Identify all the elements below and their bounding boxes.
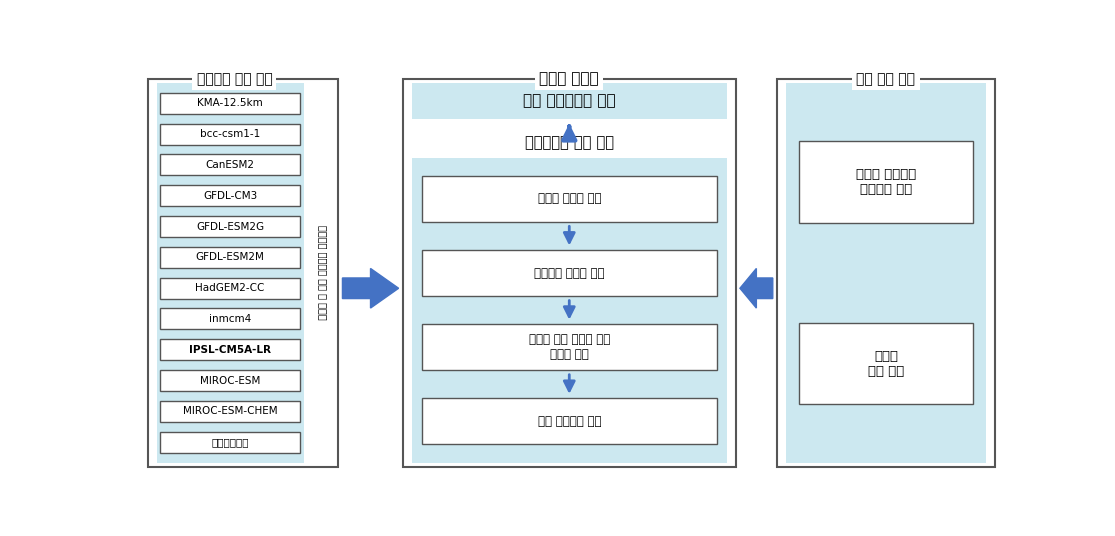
FancyBboxPatch shape [421, 176, 717, 222]
Text: GFDL-CM3: GFDL-CM3 [203, 191, 258, 200]
Polygon shape [740, 269, 773, 308]
Text: CanESM2: CanESM2 [205, 160, 254, 170]
Text: 대표유역을 통한 평가: 대표유역을 통한 평가 [525, 136, 613, 151]
Text: 저수지 관개지구
공간자료 분석: 저수지 관개지구 공간자료 분석 [856, 168, 917, 196]
FancyBboxPatch shape [786, 83, 986, 463]
FancyBboxPatch shape [161, 247, 300, 268]
FancyBboxPatch shape [161, 370, 300, 391]
Text: IPSL-CM5A-LR: IPSL-CM5A-LR [190, 345, 271, 355]
Text: bcc-csm1-1: bcc-csm1-1 [200, 129, 260, 139]
FancyBboxPatch shape [421, 398, 717, 444]
FancyBboxPatch shape [161, 401, 300, 422]
Text: 전체 저수지로의 확장: 전체 저수지로의 확장 [523, 94, 615, 109]
FancyBboxPatch shape [161, 432, 300, 453]
FancyBboxPatch shape [421, 250, 717, 296]
Text: 저수지 모의 운영을 통한
저수율 예측: 저수지 모의 운영을 통한 저수율 예측 [529, 333, 610, 361]
FancyBboxPatch shape [161, 154, 300, 175]
Text: KMA-12.5km: KMA-12.5km [197, 98, 263, 108]
Text: 유역 특성 분석: 유역 특성 분석 [856, 72, 915, 86]
FancyBboxPatch shape [148, 79, 338, 467]
Text: GFDL-ESM2M: GFDL-ESM2M [195, 252, 264, 262]
FancyBboxPatch shape [777, 79, 995, 467]
FancyBboxPatch shape [161, 309, 300, 330]
FancyBboxPatch shape [798, 141, 973, 223]
Text: 농업 가뭄지표 제시: 농업 가뭄지표 제시 [537, 415, 601, 428]
Text: 기후변화 시나리오 분석 및 전처리: 기후변화 시나리오 분석 및 전처리 [318, 225, 328, 320]
Polygon shape [342, 269, 399, 308]
FancyBboxPatch shape [411, 158, 727, 463]
Text: HadGEM2-CC: HadGEM2-CC [195, 283, 264, 293]
FancyBboxPatch shape [403, 79, 736, 467]
Text: 기후변화 자료 처리: 기후변화 자료 처리 [196, 72, 272, 86]
FancyBboxPatch shape [798, 323, 973, 404]
FancyBboxPatch shape [161, 339, 300, 360]
Text: 저수지
군집 분석: 저수지 군집 분석 [867, 349, 904, 377]
Text: GFDL-ESM2G: GFDL-ESM2G [196, 221, 264, 232]
FancyBboxPatch shape [156, 83, 303, 463]
Text: 저수지 모델링: 저수지 모델링 [540, 71, 599, 86]
Text: MIROC-ESM-CHEM: MIROC-ESM-CHEM [183, 406, 278, 416]
FancyBboxPatch shape [421, 324, 717, 370]
FancyBboxPatch shape [161, 278, 300, 299]
Text: inmcm4: inmcm4 [209, 314, 251, 324]
Text: 기상관측자료: 기상관측자료 [212, 437, 249, 447]
FancyBboxPatch shape [161, 93, 300, 114]
Text: 저수지 유입량 모의: 저수지 유입량 모의 [537, 192, 601, 205]
FancyBboxPatch shape [161, 216, 300, 237]
Text: 관개용수 수요량 모의: 관개용수 수요량 모의 [534, 266, 604, 279]
FancyBboxPatch shape [161, 124, 300, 145]
FancyBboxPatch shape [411, 83, 727, 119]
FancyBboxPatch shape [161, 185, 300, 206]
Text: MIROC-ESM: MIROC-ESM [200, 376, 260, 385]
